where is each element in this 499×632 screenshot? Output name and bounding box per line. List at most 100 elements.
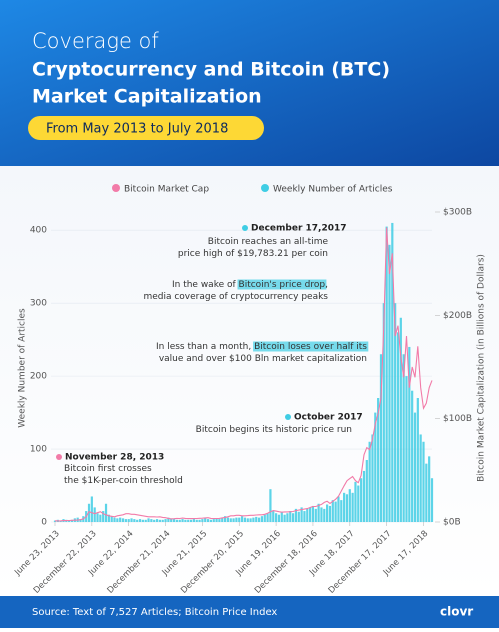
bar (164, 519, 167, 522)
bar (286, 513, 289, 522)
bar (371, 434, 374, 522)
title-line2: Cryptocurrency and Bitcoin (BTC) (32, 59, 390, 81)
bar (340, 500, 343, 522)
legend-marker (261, 184, 269, 192)
bar (377, 398, 380, 522)
y2-tick-label: $200B (443, 311, 472, 321)
annotation-line: media coverage of cryptocurrency peaks (143, 292, 328, 302)
bar (385, 226, 388, 522)
bar (249, 518, 252, 522)
bar (317, 503, 320, 522)
bar (294, 508, 298, 522)
annotation-text: In the wake of (172, 280, 239, 290)
logo: clovr (440, 605, 473, 619)
bar (292, 513, 295, 522)
bar (155, 519, 159, 522)
bar (235, 517, 238, 522)
annotation-text: Bitcoin begins its historic price run (196, 425, 352, 435)
bar (283, 514, 286, 522)
bar (402, 354, 405, 522)
bar (161, 519, 164, 522)
annotation-text: In less than a month, (156, 342, 254, 352)
bar (136, 519, 139, 522)
annotation-title: December 17,2017 (251, 224, 347, 234)
bar (416, 398, 419, 522)
bar (238, 517, 241, 522)
legend-marker (112, 184, 120, 192)
bar (306, 508, 309, 522)
bar (170, 518, 173, 522)
bar (408, 346, 411, 522)
bar (326, 504, 329, 522)
bar (212, 519, 215, 522)
bar (331, 500, 334, 522)
bar (102, 511, 105, 522)
bar (167, 517, 170, 522)
y-tick-label: 200 (30, 372, 47, 382)
annotation-line: In the wake of Bitcoin's price drop, (172, 280, 328, 290)
bar (221, 517, 224, 522)
bar (70, 519, 74, 522)
bar (405, 376, 408, 522)
y-tick-label: 100 (30, 445, 47, 455)
y-tick-label: 300 (30, 299, 47, 309)
bar (153, 519, 156, 522)
bar (280, 511, 283, 522)
title-line3: Market Capitalization (32, 86, 262, 108)
bar (396, 332, 400, 522)
bar (119, 517, 122, 522)
bar (138, 519, 142, 522)
y-axis-label: Weekly Number of Articles (18, 308, 28, 428)
bar (147, 518, 150, 522)
bar (240, 516, 244, 522)
bar (127, 519, 130, 522)
bar (198, 519, 201, 522)
bar (229, 518, 232, 522)
bar (150, 519, 153, 522)
header-bg (0, 0, 499, 166)
bar (337, 496, 340, 522)
y-tick-label: 400 (30, 226, 47, 236)
bar (413, 412, 417, 522)
bar (266, 513, 269, 522)
highlight (253, 341, 369, 352)
bar (374, 412, 377, 522)
highlight (237, 279, 327, 290)
bar (345, 494, 349, 522)
bar (243, 517, 247, 522)
bar (269, 489, 272, 522)
bar (189, 519, 193, 522)
annotation-dot (56, 454, 62, 460)
annotation-dot (285, 414, 291, 420)
bar (328, 505, 332, 522)
bar (90, 496, 93, 522)
bar (187, 519, 190, 522)
chart-bg (0, 166, 499, 596)
bar (223, 516, 227, 522)
bar (184, 519, 187, 522)
source: Source: Text of 7,527 Articles; Bitcoin … (32, 607, 277, 618)
bar (181, 519, 184, 522)
y2-tick-label: $100B (443, 414, 472, 424)
annotation-text: media coverage of cryptocurrency peaks (143, 292, 328, 302)
bar (394, 303, 397, 522)
bar (379, 354, 383, 522)
bar (388, 244, 391, 522)
annotation-text: value and over $100 Bln market capitaliz… (159, 354, 367, 364)
bar (130, 518, 133, 522)
bar (309, 507, 312, 522)
bar (399, 317, 402, 522)
bar (422, 441, 425, 522)
bar (215, 518, 218, 522)
bar (79, 519, 82, 522)
subtitle: From May 2013 to July 2018 (46, 122, 228, 137)
annotation-text: Bitcoin's price drop (239, 280, 326, 290)
bar (277, 514, 281, 522)
bar (201, 519, 204, 522)
bar (382, 303, 385, 522)
annotation-dot (242, 225, 248, 231)
legend-label: Weekly Number of Articles (273, 185, 393, 195)
footer-bg (0, 596, 499, 628)
bar (419, 434, 422, 522)
bar (110, 516, 113, 522)
